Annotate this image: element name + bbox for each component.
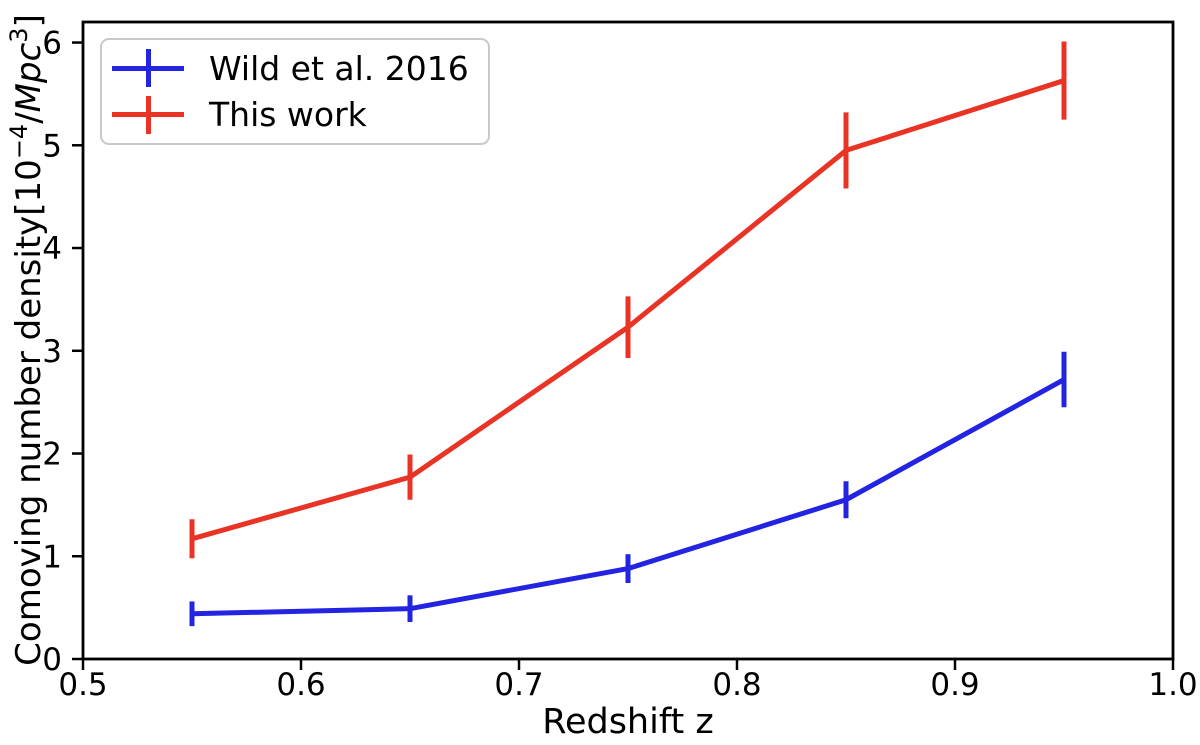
y-tick-label: 5 [42,128,62,164]
marker-errorbar [145,49,151,88]
y-axis-label-part: 3 [5,27,33,42]
y-tick-label: 2 [42,437,62,473]
y-axis-label: Comoving number density[10−4/Mpc3] [5,14,49,666]
y-axis-label-part: −4 [5,124,33,159]
y-tick-label: 0 [42,642,62,678]
x-tick-label: 0.9 [930,667,979,703]
y-tick-label: 1 [42,539,62,575]
x-tick-label: 0.8 [712,667,761,703]
legend-item-wild-et-al: Wild et al. 2016 [112,45,478,92]
y-axis-label-part: Mpc [9,42,49,112]
y-tick-label: 4 [42,231,62,267]
data-series [189,41,1067,627]
series-line-wild-et-al-2016 [191,377,1066,617]
x-tick-label: 1.0 [1148,667,1197,703]
legend-item-this-work: This work [112,92,478,139]
axis-ticks: 0.5 0.6 0.7 0.8 0.9 1.0 0 1 2 3 4 5 6 [42,26,1197,703]
x-tick-label: 0.7 [494,667,543,703]
series-line-this-work [191,78,1065,542]
y-axis-label-part: ] [9,14,49,27]
marker-errorbar [145,95,151,134]
axes-spines [81,20,1175,661]
y-axis-label-part: Comoving number density[10 [9,159,49,666]
legend-label: This work [209,95,367,135]
x-axis-label: Redshift z [542,702,714,742]
x-tick-label: 0.5 [58,667,107,703]
legend-label: Wild et al. 2016 [209,48,469,88]
y-tick-label: 3 [42,334,62,370]
errorbar-marker-icon [112,47,184,89]
x-tick-label: 0.6 [276,667,325,703]
y-tick-label: 6 [42,26,62,62]
y-axis-label-part: / [9,112,49,124]
errorbar-marker-icon [112,94,184,136]
legend: Wild et al. 2016 This work [100,38,490,145]
axes-frame [81,20,1175,661]
